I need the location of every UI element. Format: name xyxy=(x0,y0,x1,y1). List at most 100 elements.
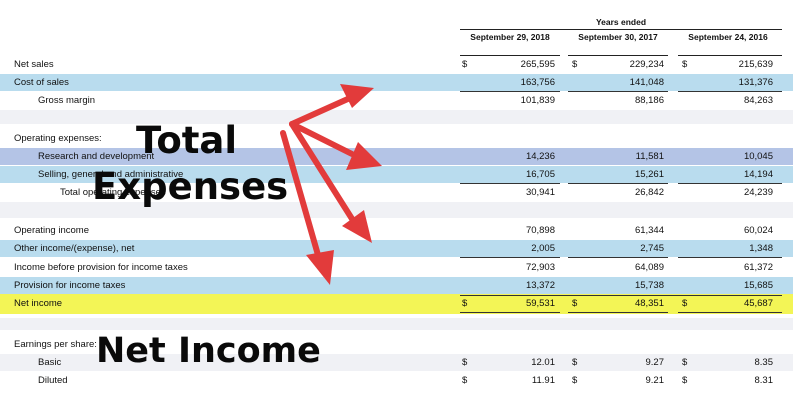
header-col-2018: September 29, 2018 xyxy=(470,32,550,42)
value-2018: 2,005 xyxy=(531,243,555,254)
table-row: Cost of sales 163,756 141,048 131,376 xyxy=(0,74,793,91)
currency-symbol: $ xyxy=(572,59,578,70)
header-underline-2016 xyxy=(678,55,782,56)
currency-symbol: $ xyxy=(682,357,688,368)
value-2018: 14,236 xyxy=(525,151,555,162)
table-row: Selling, general and administrative 16,7… xyxy=(0,166,793,183)
value-2016: 14,194 xyxy=(743,169,773,180)
value-2018: 70,898 xyxy=(525,225,555,236)
row-label-diluted: Diluted xyxy=(38,375,68,386)
subtotal-rule xyxy=(678,257,782,258)
value-2017: 9.27 xyxy=(645,357,665,368)
value-2016: 131,376 xyxy=(738,77,773,88)
net-income-row: Net income $ 59,531 $ 48,351 $ 45,687 xyxy=(0,294,793,314)
value-2017: 48,351 xyxy=(634,298,664,309)
overlay-expenses-label: Expenses xyxy=(92,165,289,208)
table-row: Earnings per share: xyxy=(0,336,793,353)
value-2016: 1,348 xyxy=(749,243,773,254)
header-col-2016: September 24, 2016 xyxy=(688,32,768,42)
row-label-sga: Selling, general and administrative xyxy=(38,169,184,180)
value-2018: 101,839 xyxy=(520,95,555,106)
row-label-income-before-taxes: Income before provision for income taxes xyxy=(14,262,188,273)
spacer-band xyxy=(0,110,793,124)
subtotal-rule xyxy=(568,91,668,92)
net-income-top-rule xyxy=(460,295,782,296)
arrowhead xyxy=(342,210,372,243)
net-income-double-rule xyxy=(460,312,560,313)
subtotal-rule xyxy=(568,183,668,184)
arrowhead xyxy=(306,250,334,285)
arrowhead xyxy=(346,142,382,170)
value-2016: 15,685 xyxy=(743,280,773,291)
table-row: Research and development 14,236 11,581 1… xyxy=(0,148,793,165)
value-2016: 8.31 xyxy=(754,375,774,386)
value-2018: 72,903 xyxy=(525,262,555,273)
value-2017: 26,842 xyxy=(634,187,664,198)
value-2017: 2,745 xyxy=(640,243,664,254)
row-label-total-operating-expenses: Total operating expenses xyxy=(60,187,166,198)
value-2018: 13,372 xyxy=(525,280,555,291)
header-years-ended: Years ended xyxy=(595,17,647,27)
table-row: Gross margin 101,839 88,186 84,263 xyxy=(0,92,793,109)
row-label-research-development: Research and development xyxy=(38,151,155,162)
value-2018: 59,531 xyxy=(525,298,555,309)
row-label-gross-margin: Gross margin xyxy=(38,95,96,106)
value-2016: 45,687 xyxy=(743,298,773,309)
value-2017: 15,261 xyxy=(634,169,664,180)
value-2017: 64,089 xyxy=(634,262,664,273)
row-label-eps: Earnings per share: xyxy=(14,339,97,350)
row-label-net-income: Net income xyxy=(14,298,63,309)
value-2018: 265,595 xyxy=(520,59,555,70)
value-2016: 60,024 xyxy=(743,225,773,236)
value-2016: 215,639 xyxy=(738,59,773,70)
row-label-cost-of-sales: Cost of sales xyxy=(14,77,69,88)
currency-symbol: $ xyxy=(462,298,468,309)
value-2016: 84,263 xyxy=(743,95,773,106)
table-row: Other income/(expense), net 2,005 2,745 … xyxy=(0,240,793,257)
table-row: Total operating expenses 30,941 26,842 2… xyxy=(0,184,793,201)
value-2017: 141,048 xyxy=(629,77,664,88)
subtotal-rule xyxy=(460,91,560,92)
arrow-to-provision xyxy=(280,130,321,258)
net-income-double-rule xyxy=(568,312,668,313)
subtotal-rule xyxy=(460,257,560,258)
row-label-net-sales: Net sales xyxy=(14,59,54,70)
header-col-2017: September 30, 2017 xyxy=(578,32,658,42)
header-rule xyxy=(460,29,782,30)
subtotal-rule xyxy=(678,91,782,92)
row-label-other-income: Other income/(expense), net xyxy=(14,243,135,254)
currency-symbol: $ xyxy=(682,298,688,309)
currency-symbol: $ xyxy=(572,357,578,368)
currency-symbol: $ xyxy=(462,357,468,368)
currency-symbol: $ xyxy=(572,298,578,309)
currency-symbol: $ xyxy=(572,375,578,386)
table-row: Operating expenses: xyxy=(0,130,793,147)
value-2018: 30,941 xyxy=(525,187,555,198)
row-label-provision-taxes: Provision for income taxes xyxy=(14,280,126,291)
currency-symbol: $ xyxy=(682,375,688,386)
arrow-to-gross-margin xyxy=(289,95,353,127)
value-2016: 10,045 xyxy=(743,151,773,162)
table-row: Basic $ 12.01 $ 9.27 $ 8.35 xyxy=(0,354,793,371)
spacer-band xyxy=(0,318,793,330)
subtotal-rule xyxy=(678,183,782,184)
value-2018: 16,705 xyxy=(525,169,555,180)
value-2018: 12.01 xyxy=(531,357,555,368)
arrowhead xyxy=(340,84,374,108)
row-label-operating-expenses: Operating expenses: xyxy=(14,133,102,144)
value-2016: 61,372 xyxy=(743,262,773,273)
value-2016: 8.35 xyxy=(754,357,774,368)
value-2018: 163,756 xyxy=(520,77,555,88)
subtotal-rule xyxy=(568,257,668,258)
table-row: Diluted $ 11.91 $ 9.21 $ 8.31 xyxy=(0,372,793,389)
value-2017: 11,581 xyxy=(635,151,664,162)
header-underline-2017 xyxy=(568,55,668,56)
overlay-net-income-label: Net Income xyxy=(96,331,321,371)
arrow-to-research xyxy=(289,121,355,157)
row-label-basic: Basic xyxy=(38,357,62,368)
value-2017: 88,186 xyxy=(634,95,664,106)
currency-symbol: $ xyxy=(682,59,688,70)
arrow-to-other-income xyxy=(289,121,357,225)
table-row: Provision for income taxes 13,372 15,738… xyxy=(0,277,793,294)
value-2017: 61,344 xyxy=(634,225,664,236)
